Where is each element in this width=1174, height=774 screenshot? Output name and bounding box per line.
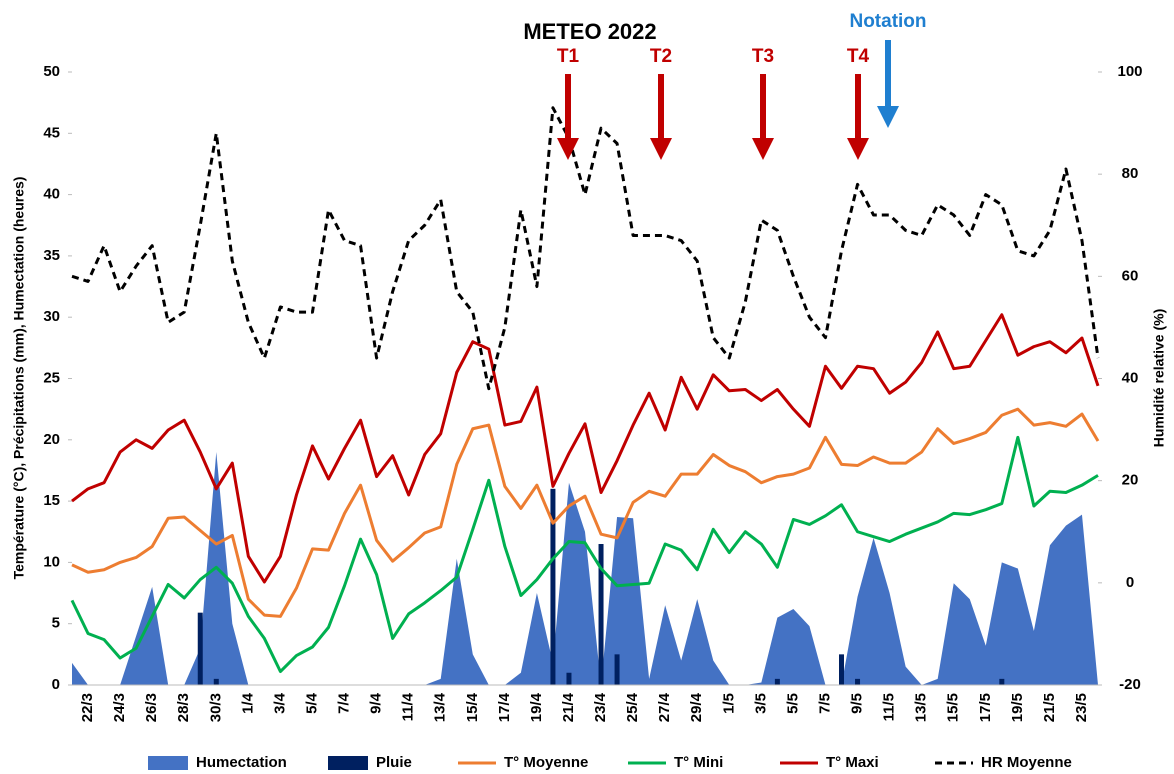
arrow-shaft	[565, 74, 571, 140]
legend-swatch	[328, 756, 368, 770]
y-tick-label: 20	[43, 431, 60, 448]
x-tick-label: 23/4	[592, 692, 609, 722]
arrow-head	[877, 106, 899, 128]
y-tick-label: 0	[52, 676, 60, 693]
y2-tick-label: 100	[1117, 63, 1142, 80]
legend-label: HR Moyenne	[981, 754, 1072, 771]
x-tick-label: 17/4	[496, 692, 513, 722]
annotation: Notation	[849, 11, 926, 32]
legend-swatch	[148, 756, 188, 770]
x-tick-label: 30/3	[207, 693, 224, 722]
x-tick-label: 1/4	[239, 692, 256, 714]
arrow-head	[752, 138, 774, 160]
y2-axis-label: Humidité relative (%)	[1151, 309, 1167, 447]
x-tick-label: 13/4	[432, 692, 449, 722]
y2-tick-label: 0	[1126, 574, 1134, 591]
y-tick-label: 30	[43, 308, 60, 325]
x-tick-label: 11/4	[400, 692, 417, 721]
x-tick-label: 9/4	[368, 692, 385, 714]
x-tick-label: 26/3	[143, 693, 160, 722]
x-tick-label: 24/3	[111, 693, 128, 722]
y-tick-label: 10	[43, 553, 60, 570]
x-tick-label: 21/4	[560, 692, 577, 722]
legend-label: Pluie	[376, 754, 412, 771]
bar	[855, 678, 861, 685]
x-tick-label: 23/5	[1073, 693, 1090, 722]
arrow-head	[557, 138, 579, 160]
x-tick-label: 25/4	[624, 692, 641, 722]
y-tick-label: 35	[43, 247, 60, 264]
bar	[999, 678, 1005, 685]
bar	[566, 672, 572, 685]
y2-tick-label: 40	[1122, 369, 1139, 386]
x-tick-label: 28/3	[175, 693, 192, 722]
y2-tick-label: 20	[1122, 472, 1139, 489]
y-axis-label: Température (°C), Précipitations (mm), H…	[11, 177, 27, 580]
x-tick-label: 3/5	[752, 693, 769, 714]
x-tick-label: 27/4	[656, 692, 673, 722]
area	[72, 452, 1098, 685]
arrow-shaft	[760, 74, 766, 140]
x-tick-label: 19/4	[528, 692, 545, 722]
x-tick-label: 22/3	[79, 693, 96, 722]
line	[71, 407, 1100, 618]
annotation: T4	[847, 46, 870, 67]
x-tick-label: 17/5	[977, 693, 994, 722]
y-tick-label: 45	[43, 124, 60, 141]
arrow-shaft	[855, 74, 861, 140]
y-tick-label: 50	[43, 63, 60, 80]
x-tick-label: 5/5	[784, 693, 801, 714]
legend-label: T° Maxi	[826, 754, 879, 771]
bar	[213, 678, 219, 685]
bar	[550, 488, 556, 685]
x-tick-label: 29/4	[688, 692, 705, 722]
y-tick-label: 40	[43, 186, 60, 203]
y2-tick-label: 60	[1122, 267, 1139, 284]
legend-label: T° Moyenne	[504, 754, 588, 771]
y-tick-label: 5	[52, 615, 60, 632]
x-tick-label: 3/4	[271, 692, 288, 714]
arrow-head	[847, 138, 869, 160]
x-tick-label: 7/4	[336, 692, 353, 714]
x-tick-label: 15/4	[464, 692, 481, 722]
annotation: T2	[650, 46, 672, 67]
x-tick-label: 9/5	[849, 693, 866, 714]
x-tick-label: 15/5	[945, 693, 962, 722]
x-tick-label: 7/5	[816, 693, 833, 714]
y2-tick-label: 80	[1122, 165, 1139, 182]
x-tick-label: 21/5	[1041, 693, 1058, 722]
x-tick-label: 5/4	[303, 692, 320, 714]
annotation: T1	[557, 46, 580, 67]
bar	[774, 678, 780, 685]
annotation: T3	[752, 46, 774, 67]
y2-tick-label: -20	[1119, 676, 1141, 693]
arrow-shaft	[658, 74, 664, 140]
x-tick-label: 1/5	[720, 693, 737, 714]
chart-title: METEO 2022	[523, 19, 656, 44]
line	[71, 313, 1100, 584]
x-tick-label: 13/5	[913, 693, 930, 722]
arrow-head	[650, 138, 672, 160]
y-tick-label: 25	[43, 369, 60, 386]
legend-label: Humectation	[196, 754, 287, 771]
bar	[839, 654, 844, 685]
bar	[614, 654, 620, 685]
x-tick-label: 11/5	[881, 693, 898, 721]
x-tick-label: 19/5	[1009, 693, 1026, 722]
bar	[598, 544, 604, 685]
line	[70, 435, 1099, 674]
legend-label: T° Mini	[674, 754, 723, 771]
y-tick-label: 15	[43, 492, 60, 509]
arrow-shaft	[885, 40, 891, 108]
bar	[197, 612, 203, 685]
